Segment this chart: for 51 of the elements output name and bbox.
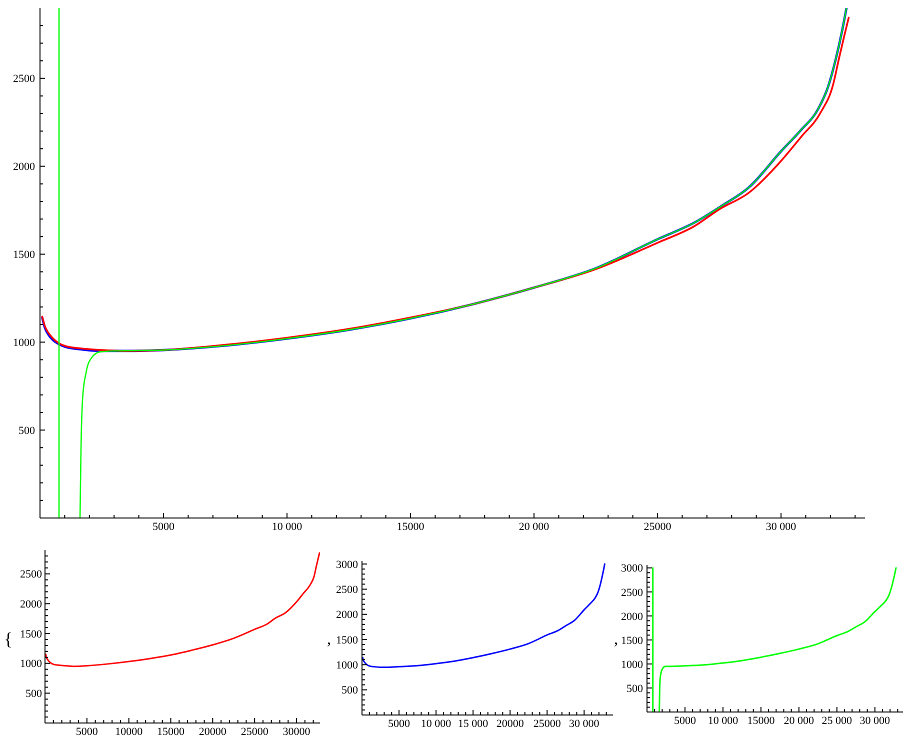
y-tick-label: 2000 [621, 610, 644, 623]
x-tick-label: 10 000 [420, 718, 452, 730]
y-tick-label: 2000 [20, 598, 42, 611]
text: { [4, 629, 13, 649]
x-tick-label: 20000 [198, 726, 227, 738]
x-tick-label: 15000 [747, 714, 776, 727]
y-tick-label: 2500 [621, 586, 644, 599]
y-tick-label: 1500 [20, 628, 42, 640]
x-tick-label: 30 000 [766, 520, 797, 533]
x-tick-label: 20 000 [518, 520, 550, 533]
x-tick-label: 15000 [396, 520, 425, 533]
text: , [614, 631, 618, 648]
y-tick-label: 500 [26, 688, 42, 700]
y-tick-label: 1000 [621, 658, 644, 671]
x-tick-label: 5000 [388, 718, 411, 730]
y-tick-label: 1000 [336, 660, 358, 672]
x-tick-label: 25000 [644, 520, 672, 533]
x-tick-label: 10 000 [708, 714, 739, 727]
x-tick-label: 25000 [533, 718, 562, 730]
line-series [45, 552, 320, 668]
y-tick-label: 1000 [13, 336, 36, 349]
x-tick-label: 15000 [157, 726, 186, 738]
y-tick-label: 1500 [13, 249, 36, 262]
y-tick-label: 2500 [20, 568, 42, 581]
x-tick-label: 5000 [76, 726, 98, 738]
y-tick-label: 1500 [621, 634, 644, 647]
x-tick-label: 5000 [674, 714, 696, 727]
y-tick-label: 500 [626, 682, 644, 695]
y-tick-label: 2500 [336, 584, 358, 596]
x-tick-label: 25 000 [822, 714, 853, 727]
x-tick-label: 25000 [240, 726, 269, 738]
y-tick-label: 1500 [336, 634, 358, 646]
line-series [362, 563, 606, 668]
x-tick-label: 10 000 [272, 520, 303, 533]
y-tick-label: 2500 [13, 73, 36, 86]
x-tick-label: 5000 [152, 520, 176, 533]
y-tick-label: 500 [342, 684, 358, 697]
x-tick-label: 30000 [282, 726, 311, 738]
x-tick-label: 20000 [496, 718, 524, 730]
y-tick-label: 3000 [621, 562, 644, 575]
text: , [327, 631, 331, 648]
y-tick-label: 3000 [336, 558, 358, 571]
x-tick-label: 10000 [115, 726, 144, 738]
x-tick-label: 30 000 [569, 718, 600, 730]
x-tick-label: 30 000 [860, 714, 891, 727]
x-tick-label: 20 000 [784, 714, 815, 727]
x-tick-label: 15 000 [458, 718, 489, 730]
y-tick-label: 500 [18, 424, 36, 437]
y-tick-label: 2000 [336, 609, 358, 622]
y-tick-label: 2000 [13, 161, 36, 174]
y-tick-label: 1000 [20, 658, 42, 670]
